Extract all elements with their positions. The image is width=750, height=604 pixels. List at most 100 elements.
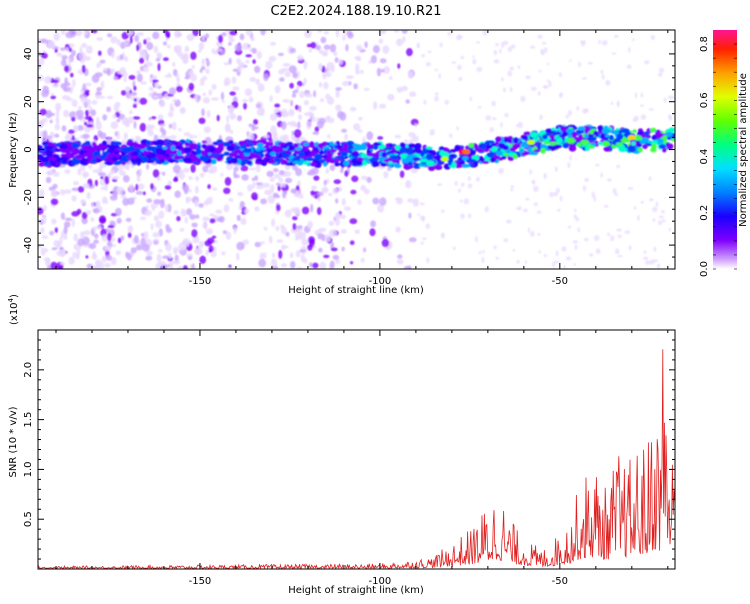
heatmap-noise-cell	[116, 39, 122, 46]
heatmap-noise-cell	[658, 215, 665, 219]
heatmap-ridge-cell	[658, 138, 664, 143]
colorbar-tick-label: 0.2	[699, 205, 710, 221]
heatmap-noise-cell	[341, 246, 345, 252]
heatmap-noise-cell	[405, 180, 412, 189]
heatmap-noise-cell	[77, 168, 82, 176]
heatmap-ridge-cell	[381, 144, 386, 149]
heatmap-noise-cell	[114, 111, 121, 118]
heatmap-noise-cell	[183, 167, 190, 173]
heatmap-noise-cell	[252, 59, 256, 64]
heatmap-noise-cell	[211, 83, 217, 90]
heatmap-noise-cell	[339, 168, 344, 174]
heatmap-ridge-cell	[566, 137, 576, 144]
heatmap-noise-cell	[311, 185, 317, 191]
heatmap-noise-cell	[401, 30, 408, 34]
heatmap-ridge-cell	[490, 146, 498, 153]
heatmap-noise-cell	[225, 124, 231, 133]
heatmap-noise-cell	[323, 254, 330, 259]
heatmap-noise-cell	[472, 55, 475, 58]
heatmap-ridge-cell	[323, 161, 328, 167]
heatmap-noise-cell	[275, 225, 280, 232]
heatmap-ridge-cell	[132, 143, 142, 148]
heatmap-noise-cell	[362, 136, 366, 144]
heatmap-noise-cell	[317, 196, 321, 202]
y-tick-label: 0.5	[23, 511, 34, 527]
heatmap-ridge-cell	[59, 144, 68, 149]
heatmap-noise-cell	[100, 186, 107, 190]
heatmap-noise-cell	[124, 86, 131, 93]
heatmap-noise-cell	[136, 70, 141, 75]
heatmap-noise-cell	[99, 217, 107, 223]
heatmap-noise-cell	[104, 262, 111, 268]
heatmap-noise-cell	[172, 61, 176, 67]
heatmap-noise-cell	[396, 38, 403, 47]
heatmap-noise-cell	[612, 188, 617, 195]
heatmap-noise-cell	[610, 235, 615, 242]
heatmap-noise-cell	[120, 235, 125, 241]
heatmap-noise-cell	[229, 113, 237, 120]
heatmap-noise-cell	[331, 64, 335, 73]
heatmap-noise-cell	[152, 169, 160, 178]
heatmap-noise-cell	[237, 64, 242, 72]
heatmap-ridge-cell	[540, 147, 546, 154]
heatmap-noise-cell	[644, 260, 651, 265]
heatmap-noise-cell	[582, 185, 587, 192]
heatmap-noise-cell	[255, 163, 261, 173]
heatmap-noise-cell	[42, 130, 48, 139]
heatmap-noise-cell	[297, 225, 303, 230]
heatmap-ridge-cell	[340, 151, 348, 157]
heatmap-noise-cell	[294, 104, 299, 111]
heatmap-noise-cell	[194, 185, 199, 194]
heatmap-noise-cell	[76, 109, 84, 117]
heatmap-ridge-cell	[243, 148, 253, 153]
heatmap-noise-cell	[64, 169, 71, 175]
heatmap-noise-cell	[50, 79, 59, 84]
heatmap-ridge-cell	[408, 148, 413, 155]
heatmap-ridge-cell	[388, 161, 393, 165]
heatmap-noise-cell	[251, 192, 258, 200]
heatmap-noise-cell	[318, 63, 323, 71]
heatmap-noise-cell	[71, 116, 76, 122]
heatmap-noise-cell	[269, 41, 277, 46]
heatmap-noise-cell	[328, 220, 335, 227]
heatmap-ridge-cell	[618, 147, 628, 153]
heatmap-noise-cell	[548, 81, 552, 87]
heatmap-ridge-cell	[496, 150, 503, 156]
heatmap-noise-cell	[360, 175, 368, 180]
heatmap-noise-cell	[179, 227, 185, 232]
heatmap-noise-cell	[80, 199, 86, 204]
heatmap-noise-cell	[372, 101, 378, 110]
heatmap-noise-cell	[172, 164, 181, 174]
heatmap-noise-cell	[254, 175, 259, 182]
heatmap-ridge-cell	[223, 151, 230, 156]
heatmap-noise-cell	[381, 238, 390, 248]
heatmap-noise-cell	[157, 114, 164, 120]
snr-exponent-power: 4	[7, 297, 15, 302]
heatmap-noise-cell	[221, 251, 226, 256]
heatmap-ridge-cell	[477, 148, 484, 153]
heatmap-ridge-cell	[462, 156, 469, 161]
heatmap-noise-cell	[319, 261, 327, 269]
heatmap-noise-cell	[525, 197, 530, 201]
heatmap-noise-cell	[491, 100, 497, 107]
heatmap-noise-cell	[141, 232, 145, 237]
heatmap-noise-cell	[172, 246, 180, 254]
heatmap-noise-cell	[67, 57, 72, 66]
heatmap-noise-cell	[281, 263, 288, 268]
heatmap-ridge-cell	[533, 137, 539, 142]
heatmap-noise-cell	[201, 58, 205, 66]
heatmap-ridge-cell	[414, 143, 422, 150]
heatmap-noise-cell	[254, 206, 260, 212]
heatmap-noise-cell	[456, 34, 462, 41]
x-tick-label: -100	[369, 276, 392, 287]
heatmap-noise-cell	[169, 102, 174, 112]
heatmap-noise-cell	[83, 56, 92, 61]
heatmap-noise-cell	[502, 87, 507, 93]
heatmap-noise-cell	[509, 86, 513, 93]
heatmap-ridge-cell	[285, 162, 293, 166]
heatmap-noise-cell	[38, 58, 45, 66]
heatmap-noise-cell	[628, 245, 632, 251]
heatmap-noise-cell	[38, 207, 44, 215]
heatmap-noise-cell	[484, 206, 489, 213]
heatmap-noise-cell	[182, 53, 189, 58]
